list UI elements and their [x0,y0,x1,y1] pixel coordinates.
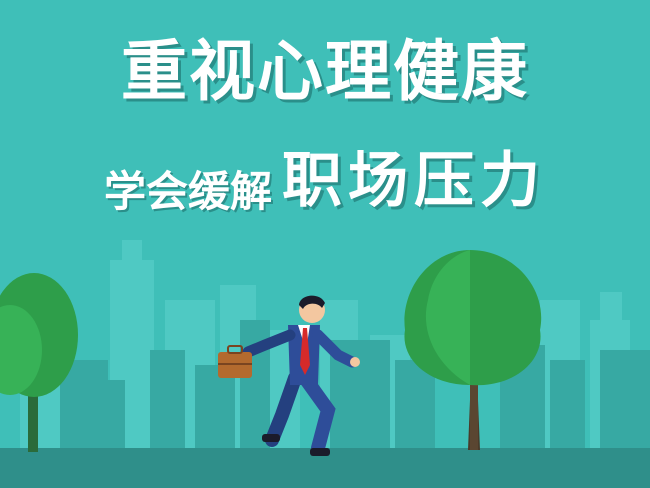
subtitle-small: 学会缓解 [103,167,272,216]
subtitle: 学会缓解 职场压力 [0,132,650,219]
left-tree [0,273,78,452]
main-title: 重视心理健康 [121,33,529,110]
businessman [218,295,360,456]
subtitle-big: 职场压力 [282,146,546,216]
right-tree [404,250,542,450]
